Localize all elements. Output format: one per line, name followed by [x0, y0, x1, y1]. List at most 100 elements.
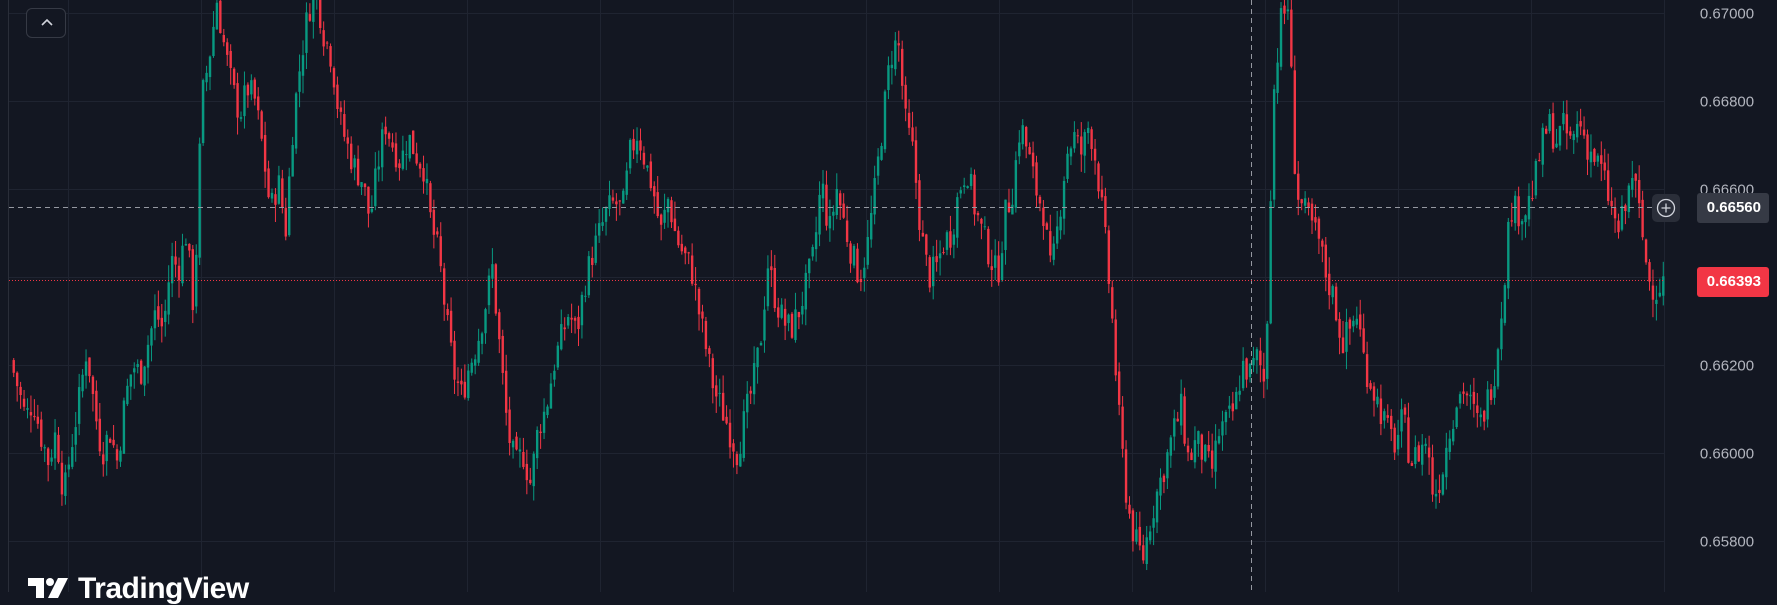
candle-down	[325, 42, 329, 44]
candle-up	[663, 209, 666, 223]
candle-up	[1486, 389, 1489, 420]
candle-down	[773, 267, 776, 309]
candle-down	[1283, 5, 1286, 14]
candle-up	[243, 85, 246, 117]
candle-down	[108, 438, 112, 443]
candle-down	[911, 127, 914, 142]
candle-up	[608, 195, 611, 209]
add-alert-button[interactable]	[1652, 194, 1680, 222]
collapse-toolbar-button[interactable]	[26, 8, 66, 38]
candle-down	[515, 436, 518, 450]
candle-up	[71, 447, 74, 467]
candle-up	[1524, 215, 1527, 223]
candle-down	[980, 218, 983, 224]
candle-up	[360, 182, 363, 188]
candle-up	[584, 295, 587, 297]
price-tick-label: 0.66000	[1700, 446, 1754, 463]
candle-down	[88, 357, 91, 377]
candle-up	[646, 165, 649, 168]
candle-up	[473, 359, 477, 366]
candle-up	[1052, 243, 1055, 260]
candle-down	[219, 0, 222, 34]
candle-up	[1066, 153, 1069, 179]
tradingview-logo[interactable]: TradingView	[28, 574, 249, 604]
candle-down	[1465, 393, 1469, 396]
candle-down	[687, 252, 690, 254]
candle-up	[205, 72, 208, 83]
candle-down	[1317, 218, 1321, 239]
candle-down	[632, 138, 635, 151]
candle-up	[1286, 9, 1290, 12]
candle-up	[408, 134, 411, 159]
candle-down	[263, 135, 267, 172]
candle-down	[615, 201, 618, 205]
candle-down	[690, 255, 694, 284]
candle-up	[1541, 127, 1544, 165]
candle-up	[962, 185, 966, 187]
candle-down	[825, 184, 828, 226]
candle-up	[828, 216, 832, 229]
candle-up	[150, 328, 153, 346]
candle-down	[639, 140, 642, 151]
candle-down	[1338, 318, 1341, 338]
candle-down	[1138, 526, 1142, 546]
candle-down	[174, 256, 177, 265]
candle-down	[1107, 230, 1111, 284]
candle-down	[329, 46, 332, 67]
crosshair-price-label: 0.66560	[1697, 193, 1769, 223]
candle-down	[697, 288, 701, 315]
candle-down	[139, 360, 143, 384]
candle-down	[1438, 489, 1441, 493]
candle-up	[821, 183, 825, 199]
candle-up	[1248, 363, 1252, 378]
candle-up	[1235, 391, 1238, 410]
candle-down	[1593, 148, 1596, 162]
candle-down	[715, 385, 718, 397]
candle-down	[384, 126, 387, 135]
candle-down	[797, 311, 801, 318]
candle-down	[112, 439, 115, 446]
candle-down	[573, 317, 577, 321]
candle-up	[1155, 491, 1159, 523]
candle-down	[904, 84, 907, 109]
candle-up	[601, 222, 604, 226]
candle-up	[353, 158, 356, 168]
candle-up	[312, 0, 315, 22]
candle-down	[1365, 354, 1369, 387]
candle-down	[1565, 114, 1569, 134]
candle-down	[1231, 403, 1235, 412]
candle-up	[1620, 206, 1624, 230]
candle-up	[1534, 160, 1538, 196]
candle-down	[188, 243, 191, 251]
candle-up	[587, 256, 591, 296]
candle-down	[1076, 135, 1080, 137]
candle-up	[801, 305, 804, 315]
candle-up	[780, 304, 783, 318]
candle-up	[1575, 123, 1579, 138]
candle-up	[74, 427, 77, 445]
candle-down	[1538, 160, 1541, 162]
candle-up	[201, 80, 205, 144]
candle-down	[33, 415, 36, 418]
candle-up	[814, 232, 818, 250]
candle-up	[1018, 142, 1021, 157]
candle-down	[1190, 452, 1193, 460]
candlestick-chart[interactable]: 0.670000.668000.666000.662000.660000.658…	[0, 0, 1777, 592]
candle-up	[1414, 447, 1417, 465]
candle-down	[453, 340, 456, 380]
candle-down	[1100, 189, 1104, 198]
candle-up	[1496, 349, 1500, 387]
candle-down	[914, 140, 918, 183]
candle-down	[649, 161, 653, 189]
candle-up	[277, 175, 281, 204]
candle-up	[983, 226, 987, 228]
candle-down	[1644, 239, 1648, 263]
candle-down	[1300, 199, 1303, 204]
candle-up	[1458, 394, 1462, 404]
candle-up	[876, 156, 880, 176]
candle-down	[1031, 152, 1035, 167]
candle-down	[246, 84, 250, 96]
candle-up	[122, 400, 126, 454]
candle-down	[704, 320, 708, 350]
